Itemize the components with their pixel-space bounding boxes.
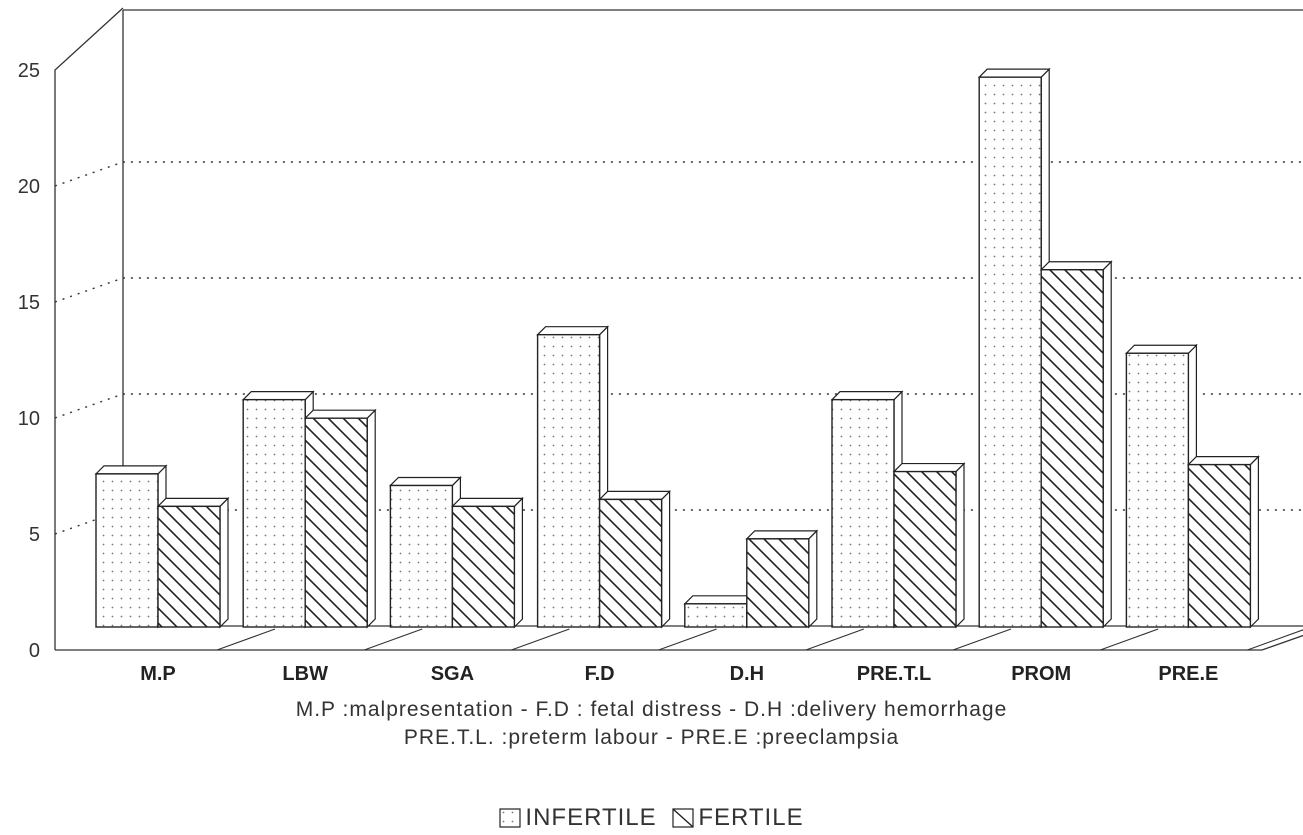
bar-front	[978, 76, 1042, 628]
y-axis-ticks: 0 5 10 15 20 25	[18, 60, 40, 662]
bar-fertile-pree	[1186, 455, 1260, 629]
bar-side	[219, 496, 229, 629]
bar-top	[1186, 456, 1260, 466]
left-wall-edge	[54, 7, 124, 650]
floor-divider	[1247, 629, 1303, 651]
bar-top	[892, 462, 966, 473]
x-tick-label: SGA	[431, 663, 474, 685]
x-tick-label: PROM	[1011, 663, 1071, 685]
floor-divider	[511, 628, 570, 651]
bar-side	[955, 462, 965, 629]
bar-side	[513, 496, 524, 629]
bar-top	[388, 476, 462, 487]
bar-infertile-sga	[388, 476, 462, 629]
bar-fertile-dh	[745, 529, 819, 629]
bar-fertile-sga	[450, 496, 524, 629]
y-tick-label: 20	[18, 176, 40, 198]
y-tick-label: 25	[18, 60, 40, 82]
legend-swatch-infertile	[499, 808, 522, 828]
bar-infertile-lbw	[241, 390, 315, 629]
bar-fertile-mp	[156, 496, 230, 629]
bar-fertile-fd	[598, 489, 672, 629]
floor-divider	[805, 628, 864, 651]
bar-front	[684, 603, 748, 628]
bar-infertile-pree	[1124, 343, 1198, 629]
bar-top	[94, 465, 168, 475]
bar-top	[536, 326, 610, 336]
gridline	[54, 393, 1303, 419]
floor-divider	[1100, 628, 1159, 651]
x-tick-label: D.H	[730, 663, 764, 685]
chart-frame	[54, 7, 1303, 651]
bar-top	[830, 391, 904, 401]
x-tick-label: M.P	[140, 663, 176, 685]
bar-top	[450, 497, 524, 507]
bar-top	[241, 391, 315, 401]
bar-side	[366, 408, 376, 629]
bar-top	[1124, 344, 1198, 354]
x-tick-label: LBW	[282, 663, 328, 685]
x-axis-ticks: M.P LBW SGA F.D D.H PRE.T.L PROM PRE.E	[140, 663, 1218, 685]
bar-front	[536, 333, 601, 628]
floor-divider	[216, 628, 276, 651]
bar-side	[660, 489, 671, 629]
x-tick-label: PRE.T.L	[857, 663, 931, 685]
bar-side	[1249, 455, 1260, 629]
bar-infertile-pretl	[830, 390, 904, 629]
bar-front	[95, 473, 159, 628]
bar-front	[893, 470, 957, 628]
y-tick-label: 15	[18, 292, 40, 314]
abbreviation-note-1: M.P :malpresentation - F.D : fetal distr…	[295, 698, 1008, 721]
bar-infertile-mp	[94, 464, 168, 629]
y-tick-label: 5	[29, 524, 40, 546]
y-tick-label: 10	[18, 408, 40, 430]
x-tick-label: PRE.E	[1158, 663, 1218, 685]
bar-front	[1187, 463, 1252, 628]
bar-top	[977, 68, 1051, 78]
bar-fertile-prom	[1039, 260, 1113, 629]
gridlines	[54, 161, 1303, 535]
bar-top	[598, 490, 672, 500]
floor-divider	[364, 628, 423, 651]
floor-divider	[952, 628, 1012, 651]
floor-right-edge	[1261, 634, 1303, 651]
bar-front	[598, 498, 663, 628]
legend: INFERTILE FERTILE	[0, 804, 1303, 835]
bar-front	[157, 505, 221, 628]
bar-top	[745, 530, 819, 540]
bar-front	[389, 484, 454, 628]
x-tick-label: F.D	[585, 663, 615, 685]
bar-chart: 0 5 10 15 20 25 M.P LBW SGA F.D D.H PRE.T.L PROM PRE…	[18, 7, 1303, 685]
legend-item-infertile: INFERTILE	[499, 804, 656, 832]
bar-front	[304, 417, 368, 628]
floor-divider	[658, 628, 717, 651]
bar-fertile-lbw	[303, 408, 377, 629]
legend-swatch-fertile	[672, 808, 694, 828]
gridline	[54, 277, 1303, 303]
gridline	[54, 161, 1303, 187]
bar-side	[808, 529, 818, 629]
bar-side	[1102, 260, 1112, 629]
bar-infertile-fd	[536, 325, 610, 629]
bar-front	[1125, 352, 1190, 628]
bar-front	[746, 538, 810, 628]
bar-infertile-dh	[683, 594, 757, 629]
bar-fertile-pretl	[892, 462, 966, 629]
bar-top	[683, 595, 757, 605]
legend-label-infertile: INFERTILE	[525, 804, 657, 831]
legend-item-fertile: FERTILE	[672, 804, 803, 832]
bar-front	[831, 398, 895, 628]
bar-front	[1040, 269, 1104, 628]
y-tick-label: 0	[29, 640, 40, 662]
abbreviation-note-2: PRE.T.L. :preterm labour - PRE.E :preecl…	[403, 726, 900, 749]
bar-front	[451, 505, 516, 628]
bar-front	[242, 398, 306, 628]
bar-top	[303, 409, 377, 419]
bar-infertile-prom	[977, 67, 1051, 629]
bars	[94, 67, 1260, 629]
gridline	[54, 509, 1303, 535]
bar-top	[156, 497, 230, 507]
bar-top	[1039, 261, 1113, 271]
legend-label-fertile: FERTILE	[698, 804, 804, 831]
